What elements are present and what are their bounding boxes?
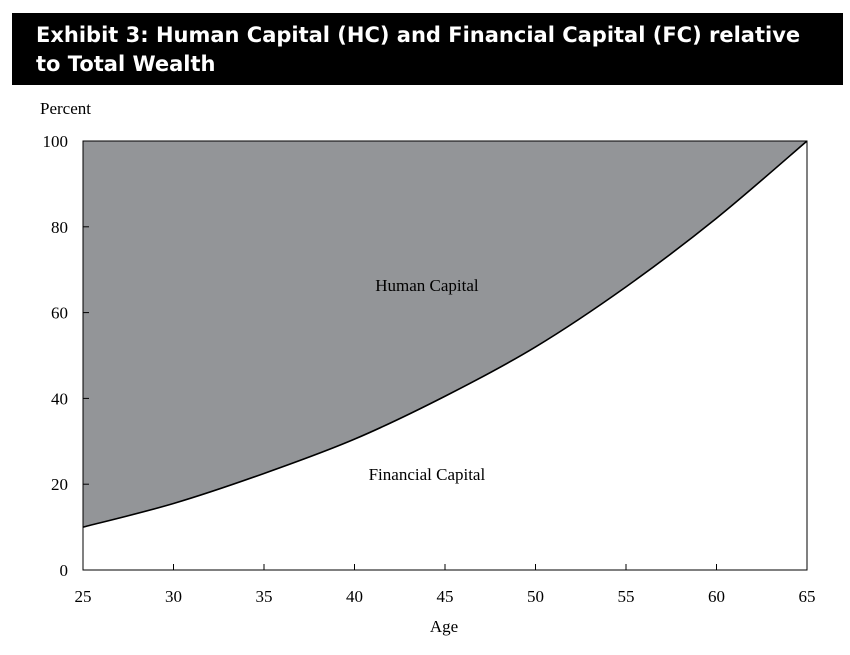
x-tick-label: 60 xyxy=(708,587,725,606)
x-tick-label: 40 xyxy=(346,587,363,606)
y-tick-label: 40 xyxy=(51,389,68,408)
y-axis-label: Percent xyxy=(40,99,91,118)
x-tick-label: 30 xyxy=(165,587,182,606)
series-boundary-line xyxy=(82,140,808,528)
y-tick-label: 0 xyxy=(60,561,69,580)
series-financial-capital-area xyxy=(83,141,807,570)
y-tick-label: 20 xyxy=(51,475,68,494)
x-axis-label: Age xyxy=(430,617,458,636)
y-tick-label: 80 xyxy=(51,218,68,237)
annotation-financial-capital: Financial Capital xyxy=(369,465,486,484)
chart-title: Exhibit 3: Human Capital (HC) and Financ… xyxy=(12,13,843,85)
x-tick-label: 45 xyxy=(437,587,454,606)
annotation-human-capital: Human Capital xyxy=(375,276,479,295)
x-tick-label: 50 xyxy=(527,587,544,606)
x-tick-label: 65 xyxy=(799,587,816,606)
series-human-capital-area xyxy=(83,141,807,528)
y-tick-label: 60 xyxy=(51,304,68,323)
y-tick-label: 100 xyxy=(43,132,69,151)
x-tick-label: 35 xyxy=(256,587,273,606)
x-tick-label: 55 xyxy=(618,587,635,606)
x-tick-label: 25 xyxy=(75,587,92,606)
